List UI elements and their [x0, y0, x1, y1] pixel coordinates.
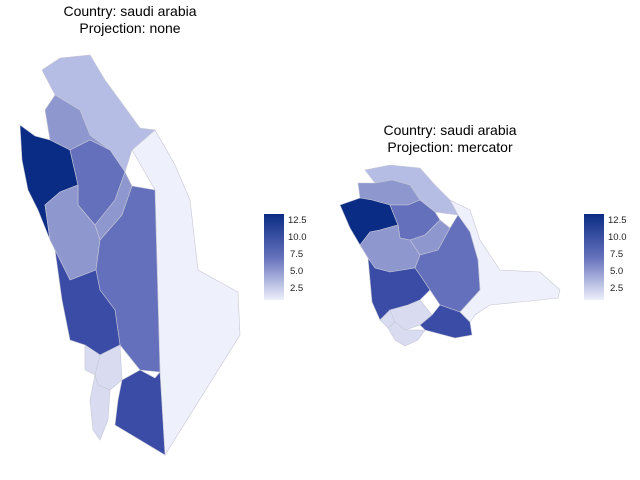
legend-tick: 10.0 — [288, 232, 307, 243]
map-title-line1: Country: saudi arabia — [383, 122, 517, 138]
legend-colorbar — [264, 214, 284, 300]
map-title: Country: saudi arabia Projection: mercat… — [320, 122, 580, 156]
map-mercator-svg — [339, 164, 561, 347]
region-najran — [419, 304, 473, 339]
map-none-svg — [19, 54, 241, 456]
legend-tick: 7.5 — [610, 249, 624, 260]
legend-tick: 12.5 — [608, 215, 627, 226]
map-panel-none: Country: saudi arabia Projection: none 1 — [0, 3, 320, 456]
legend-tick: 2.5 — [610, 283, 624, 294]
map-title: Country: saudi arabia Projection: none — [0, 3, 260, 37]
region-jizan — [89, 374, 111, 441]
legend-tick: 5.0 — [610, 266, 624, 277]
legend-mercator: 12.5 10.0 7.5 5.0 2.5 — [584, 214, 640, 304]
legend-tick: 12.5 — [288, 215, 307, 226]
map-title-line1: Country: saudi arabia — [63, 3, 197, 19]
map-title-line2: Projection: none — [79, 20, 181, 36]
region-makkah — [367, 256, 431, 321]
map-title-line2: Projection: mercator — [387, 139, 513, 155]
legend-tick: 10.0 — [608, 232, 627, 243]
legend-colorbar — [584, 214, 604, 300]
region-najran — [114, 369, 166, 456]
region-jizan — [387, 321, 426, 347]
legend-tick: 5.0 — [290, 266, 304, 277]
legend-tick: 7.5 — [290, 249, 304, 260]
map-panel-mercator: Country: saudi arabia Projection: mercat… — [320, 0, 640, 480]
legend-none: 12.5 10.0 7.5 5.0 2.5 — [264, 214, 320, 304]
legend-tick: 2.5 — [290, 283, 304, 294]
